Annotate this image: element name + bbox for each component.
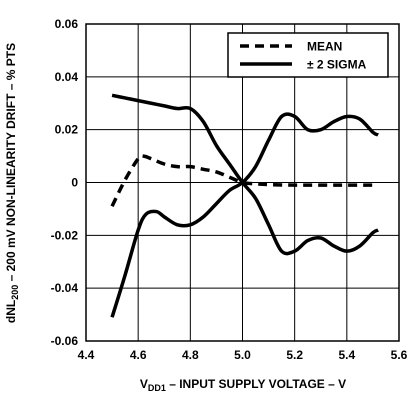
legend-box xyxy=(227,32,389,78)
x-tick-label: 4.6 xyxy=(130,348,147,362)
legend: MEAN ± 2 SIGMA xyxy=(227,32,389,78)
y-axis-label-sub: 200 xyxy=(10,285,20,300)
series-layer xyxy=(110,93,379,318)
x-axis-label-rest: – INPUT SUPPLY VOLTAGE – V xyxy=(166,377,346,391)
y-tick-label: -0.04 xyxy=(51,281,79,295)
x-tick-label: 5.0 xyxy=(234,348,251,362)
ticks-layer: 4.4 4.6 4.8 5.0 5.2 5.4 5.6 -0.06 -0.04 -0.02 0 0.0… xyxy=(51,17,408,362)
y-tick-label: 0 xyxy=(71,176,78,190)
x-tick-label: 4.4 xyxy=(78,348,95,362)
x-tick-label: 5.4 xyxy=(338,348,355,362)
y-axis-label-main: dNL xyxy=(4,300,18,323)
series-sigma-upper-line xyxy=(111,93,379,256)
y-tick-label: 0.06 xyxy=(55,17,79,31)
plot-frame xyxy=(85,23,400,342)
y-tick-label: -0.02 xyxy=(51,228,79,242)
legend-sigma-label: ± 2 SIGMA xyxy=(307,58,367,72)
series-sigma-lower-line xyxy=(110,112,379,318)
y-axis-label: dNL200 – 200 mV NON-LINEARITY DRIFT – % … xyxy=(4,43,20,323)
y-axis-label-rest: – 200 mV NON-LINEARITY DRIFT – % PTS xyxy=(4,43,18,285)
y-tick-label: 0.04 xyxy=(55,70,79,84)
y-tick-label: 0.02 xyxy=(55,123,79,137)
x-axis-label-main: V xyxy=(140,377,148,391)
x-tick-label: 4.8 xyxy=(182,348,199,362)
x-axis-label-sub: DD1 xyxy=(148,383,166,393)
x-tick-label: 5.2 xyxy=(286,348,303,362)
legend-mean-label: MEAN xyxy=(307,40,342,54)
x-axis-label: VDD1 – INPUT SUPPLY VOLTAGE – V xyxy=(140,377,346,393)
series-mean-line xyxy=(110,154,379,208)
x-tick-label: 5.6 xyxy=(391,348,408,362)
y-tick-label: -0.06 xyxy=(51,334,79,348)
